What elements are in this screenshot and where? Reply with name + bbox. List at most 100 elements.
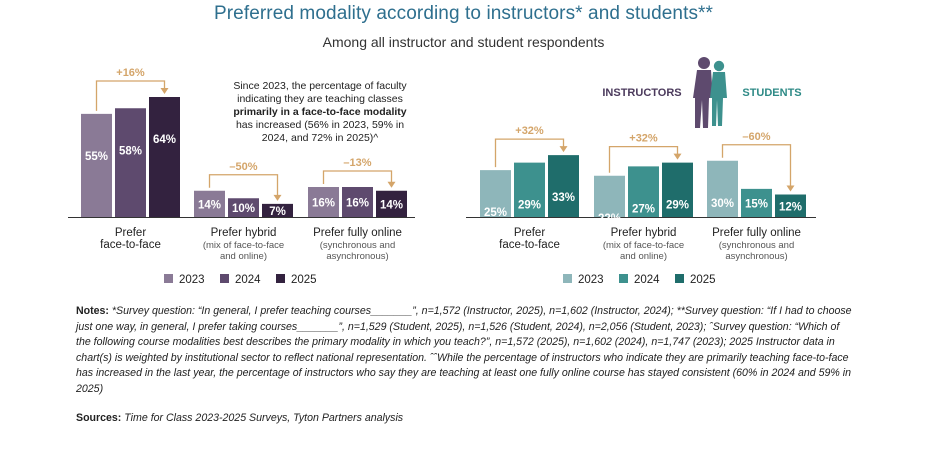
faculty-annotation: Since 2023, the percentage of faculty in… [233,80,407,144]
legend-label-students-2025: 2025 [690,274,716,286]
category-label-students-0: Prefer [514,227,545,239]
chart-subtitle: Among all instructor and student respond… [322,34,605,50]
data-label-instructors-2024-2: 16% [346,198,369,210]
bar-instructors-2025-1 [262,203,293,217]
legend-label-students-2024: 2024 [634,274,660,286]
data-label-instructors-2023-2: 16% [312,198,335,210]
sources-label: Sources: [76,412,122,424]
bar-instructors-2023-1 [194,190,225,217]
legend-label-students-2023: 2023 [578,274,604,286]
data-label-students-2025-2: 12% [779,201,802,213]
category-sublabel-students-1: (mix of face-to-face [603,240,684,251]
bar-students-2025-2 [775,194,806,217]
change-arrowhead-instructors-2 [387,181,396,188]
legend-swatch-students-2024 [619,274,628,283]
legend-label-instructors-2023: 2023 [179,274,205,286]
category-label-instructors-1: Prefer hybrid [211,227,277,239]
data-label-instructors-2024-0: 58% [119,145,142,157]
notes-label: Notes: [76,305,109,317]
data-label-students-2023-1: 22% [598,213,621,225]
category-sublabel-students-0: face-to-face [499,239,560,251]
data-label-instructors-2024-1: 10% [232,203,255,215]
category-sublabel2-students-2: asynchronous) [725,251,787,262]
students-label: STUDENTS [742,87,801,99]
change-arrowhead-students-2 [786,185,795,192]
instructors-label: INSTRUCTORS [602,87,681,99]
change-connector-instructors-0 [95,80,166,111]
data-label-instructors-2025-2: 14% [380,199,403,211]
bar-students-2023-0 [480,170,511,217]
data-label-instructors-2025-1: 7% [269,206,286,218]
change-label-instructors-2: –13% [343,157,371,169]
bar-instructors-2025-2 [376,190,407,217]
bar-instructors-2023-2 [308,187,339,217]
notes-text: *Survey question: “In general, I prefer … [76,305,852,395]
annotation-line-5: 2024, and 72% in 2025)^ [262,132,379,144]
sources: Sources: Time for Class 2023-2025 Survey… [76,412,856,424]
data-label-students-2024-2: 15% [745,198,768,210]
bar-students-2025-0 [548,155,579,217]
change-label-students-1: +32% [629,133,658,145]
data-label-students-2025-1: 29% [666,200,689,212]
category-sublabel2-students-1: and online) [620,251,667,262]
annotation-line-4: has increased (56% in 2023, 59% in [236,119,404,131]
change-arrowhead-instructors-0 [160,88,169,94]
category-sublabel2-instructors-1: and online) [220,251,267,262]
change-connector-students-1 [608,145,679,173]
data-label-instructors-2023-1: 14% [198,199,221,211]
legend-swatch-students-2025 [675,274,684,283]
change-arrowhead-students-0 [559,146,568,153]
change-connector-students-2 [721,144,792,189]
change-label-instructors-0: +16% [116,67,145,79]
legend-label-instructors-2024: 2024 [235,274,261,286]
category-label-instructors-2: Prefer fully online [313,227,402,239]
bar-instructors-2025-0 [149,97,180,217]
category-sublabel2-instructors-2: asynchronous) [326,251,388,262]
category-sublabel-students-2: (synchronous and [719,240,795,251]
people-illustration-icon [693,57,727,128]
change-connector-instructors-2 [322,170,393,185]
change-label-instructors-1: –50% [229,161,257,173]
data-label-students-2023-0: 25% [484,207,507,219]
change-arrowhead-instructors-1 [273,194,282,201]
bar-students-2023-1 [594,175,625,217]
bar-students-2025-1 [662,162,693,217]
legend-swatch-instructors-2025 [276,274,285,283]
data-label-instructors-2023-0: 55% [85,151,108,163]
data-label-instructors-2025-0: 64% [153,134,176,146]
legend-swatch-students-2023 [563,274,572,283]
bar-students-2024-2 [741,188,772,217]
legend-swatch-instructors-2023 [164,274,173,283]
data-label-students-2023-2: 30% [711,198,734,210]
bar-instructors-2024-1 [228,198,259,217]
bar-instructors-2024-2 [342,187,373,217]
bar-instructors-2024-0 [115,108,146,217]
bar-instructors-2023-0 [81,113,112,217]
category-label-students-1: Prefer hybrid [611,227,677,239]
sources-text: Time for Class 2023-2025 Surveys, Tyton … [124,412,404,424]
annotation-line-3: primarily in a face-to-face modality [233,106,406,118]
category-sublabel-instructors-2: (synchronous and [320,240,396,251]
data-label-students-2025-0: 33% [552,192,575,204]
change-label-students-2: –60% [742,131,770,143]
notes: Notes: *Survey question: “In general, I … [76,304,856,398]
change-label-students-0: +32% [515,125,544,137]
category-sublabel-instructors-1: (mix of face-to-face [203,240,284,251]
chart-title: Preferred modality according to instruct… [213,3,714,24]
bar-students-2024-1 [628,166,659,217]
change-connector-instructors-1 [208,174,279,198]
change-connector-students-0 [494,138,565,168]
annotation-line-2: indicating they are teaching classes [237,93,403,105]
category-label-instructors-0: Prefer [115,227,146,239]
bar-students-2023-2 [707,160,738,217]
data-label-students-2024-0: 29% [518,200,541,212]
data-label-students-2024-1: 27% [632,203,655,215]
category-sublabel-instructors-0: face-to-face [100,239,161,251]
bar-students-2024-0 [514,162,545,217]
change-arrowhead-students-1 [673,153,682,160]
charts-svg: Since 2023, the percentage of faculty in… [68,57,816,286]
annotation-line-1: Since 2023, the percentage of faculty [233,80,407,92]
legend-label-instructors-2025: 2025 [291,274,317,286]
